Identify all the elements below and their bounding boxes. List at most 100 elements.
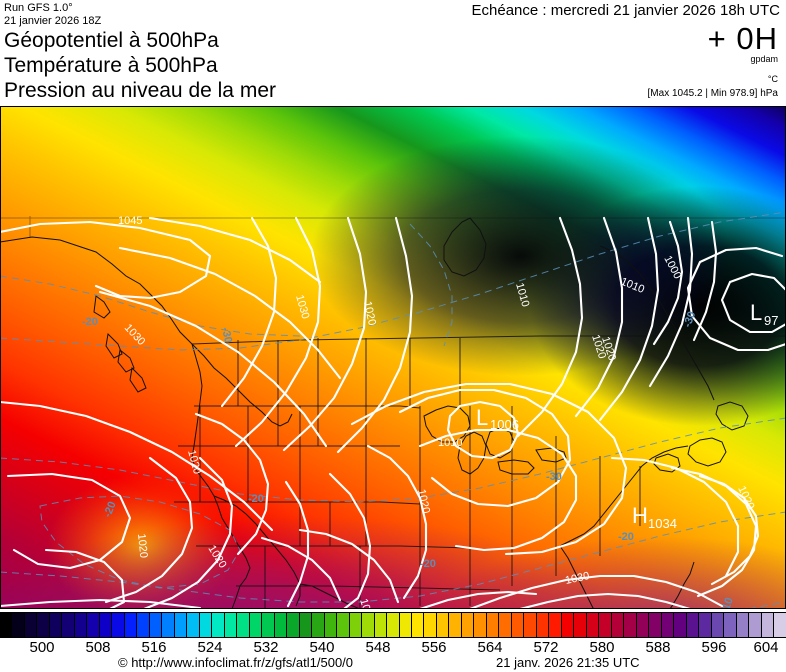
temperature-label: -20 [618,531,634,543]
colorbar-segment [461,613,475,637]
island-small-2 [129,366,147,393]
isotherm-minus20-sw-closed [39,495,241,589]
newfoundland [715,401,749,431]
colorbar-segment [736,613,750,637]
isobar-1045-closed [0,220,212,300]
colorbar-tick: 556 [421,639,447,656]
colorbar-segment [124,613,138,637]
colorbar-segment [37,613,50,637]
isobar-1016-central [298,528,400,604]
isobar-1010-closed [398,388,572,508]
isobar-label: 1030 [564,570,590,587]
colorbar-segment [424,613,437,637]
colorbar-segment [511,613,525,637]
isobar-label: 1020 [361,300,378,326]
colorbar-segment [162,613,175,637]
colorbar-segment [611,613,625,637]
high-center-value: 1034 [648,516,677,531]
isobar-1030a [98,290,328,448]
isobar-1022-central [284,480,310,608]
unit-degc-label: °C [767,74,778,84]
isobar-label: 1020 [135,533,149,559]
colorbar-tick: 524 [197,639,223,656]
colorbar-segment [636,613,650,637]
temperature-label: -30 [219,326,234,344]
colorbar-segment [661,613,675,637]
colorbar-segment [62,613,75,637]
isobar-low-atlantic-inner [720,272,786,334]
colorbar-segment [12,613,25,637]
colorbar[interactable] [0,612,786,638]
isobar-1008-ec [598,216,660,422]
isobar-1025b [234,216,322,448]
low-center-value: 1006 [490,417,519,432]
credit-link[interactable]: © http://www.infoclimat.fr/z/gfs/atl1/50… [118,655,354,670]
colorbar-segment [312,613,325,637]
colorbar-segment [49,613,63,637]
temperature-label: -20 [248,493,264,505]
lake-michigan [457,431,487,475]
colorbar-segment [549,613,562,637]
isobar-1022-sw [194,412,270,556]
colorbar-segment [374,613,388,637]
colorbar-tick: 516 [141,639,167,656]
lake-erie [497,459,535,475]
colorbar-segment [749,613,762,637]
chart-title-geopotential: Géopotentiel à 500hPa [4,29,219,52]
weather-map[interactable]: 1045 1030 1020 1020 1020 1020 1020 1020 … [0,106,786,609]
colorbar-segment [561,613,575,637]
colorbar-segment [774,613,786,637]
colorbar-tick: 580 [589,639,615,656]
isobar-1015-ec [516,216,584,438]
render-timestamp: 21 janv. 2026 21:35 UTC [496,655,640,670]
isobar-1012-ec [574,216,624,418]
colorbar-segment [174,613,188,637]
colorbar-segment [686,613,700,637]
isobar-1014-central [260,536,342,602]
isotherm-minus30 [0,211,786,351]
low-center-marker: L [750,300,762,325]
border-state-h4 [196,545,471,549]
colorbar-segment [274,613,288,637]
colorbar-segment [499,613,512,637]
isobar-1004-ec [648,216,694,388]
isobar-layer [0,216,786,609]
colorbar-segment [387,613,400,637]
chart-title-pressure: Pression au niveau de la mer [4,79,276,102]
colorbar-tick: 540 [309,639,335,656]
low-center-canada-shading [310,136,730,376]
isobar-1000-label-line [652,220,684,346]
colorbar-segment [149,613,163,637]
coastline-california [191,343,251,609]
valid-time-label: Echéance : mercredi 21 janvier 2026 18h … [471,2,781,19]
isotherm-minus40-trough [409,223,453,347]
isobar-1030b [0,400,274,532]
unit-gpdam-label: gpdam [750,54,778,64]
colorbar-segment [724,613,737,637]
colorbar-segment [362,613,375,637]
isobar-1012-arc [418,428,578,552]
colorbar-segment [711,613,725,637]
temperature-label: -30 [546,471,562,483]
colorbar-segment [224,613,238,637]
island-small-1 [117,349,135,373]
colorbar-segment [649,613,662,637]
isobar-1020-sw-arc [104,456,194,604]
island-vancouver [93,295,111,319]
colorbar-segment [349,613,363,637]
colorbar-segment [337,613,350,637]
isobar-1024-s [418,590,538,609]
isotherm-minus20-nw [0,275,301,337]
high-center-marker: H [632,503,648,528]
colorbar-segment [674,613,687,637]
low-center-value: 97 [764,313,778,328]
colorbar-segment [212,613,225,637]
colorbar-segment [112,613,125,637]
colorbar-tick: 532 [253,639,279,656]
colorbar-segment [237,613,250,637]
colorbar-segment [586,613,600,637]
isobar-1025a [220,216,278,408]
temperature-label: -30 [682,310,699,329]
isobar-1000-ec [692,220,718,342]
